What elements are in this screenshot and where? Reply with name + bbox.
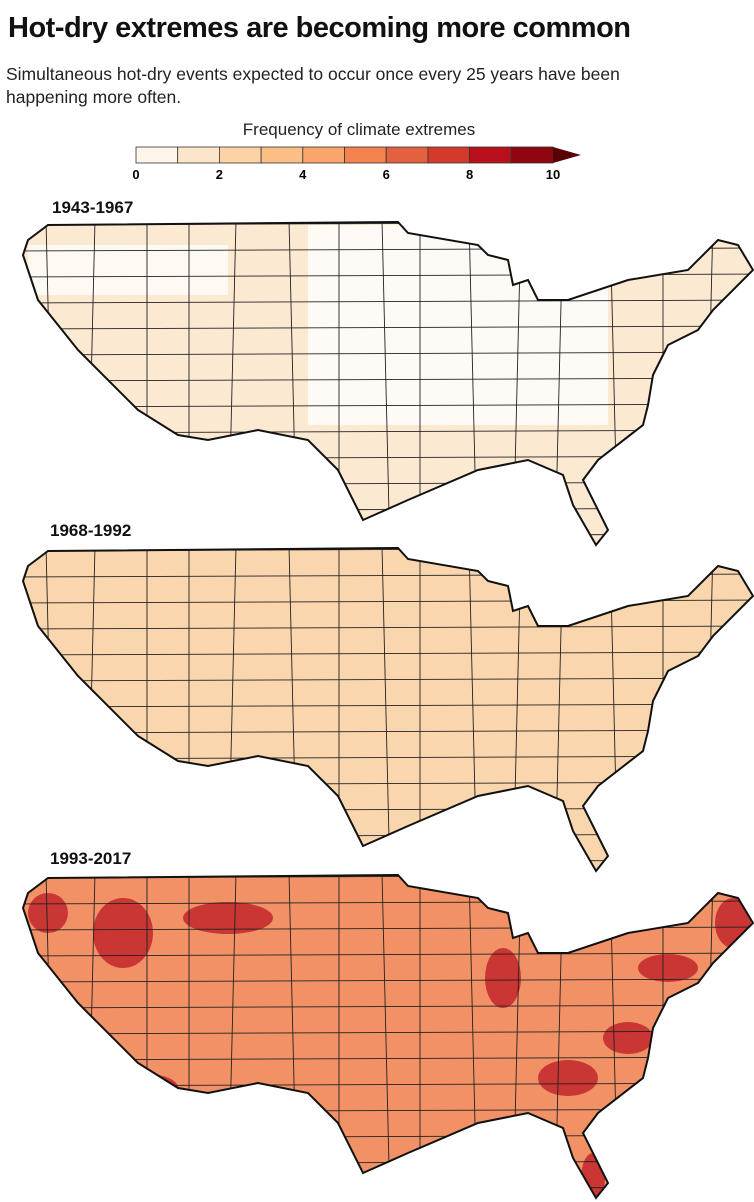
map-panel-1993-2017 <box>0 873 754 1202</box>
map-panel-1943-1967 <box>0 220 754 555</box>
colorbar-bin <box>302 146 345 164</box>
division-border <box>23 703 753 708</box>
hotspot-region <box>638 954 698 982</box>
division-border <box>23 1186 753 1191</box>
subtitle: Simultaneous hot-dry events expected to … <box>6 64 620 107</box>
colorbar: 0 2 4 6 8 10 <box>132 146 581 182</box>
division-border <box>0 873 8 1202</box>
panel-label: 1943-1967 <box>52 198 134 217</box>
colorbar-bin <box>510 146 554 164</box>
colorbar-bin <box>427 146 470 164</box>
division-border <box>23 1030 753 1035</box>
panel-label: 1993-2017 <box>50 849 132 868</box>
page-title: Hot-dry extremes are becoming more commo… <box>8 12 631 44</box>
hotspot-region <box>56 1018 80 1078</box>
hotspot-region <box>183 902 273 934</box>
hotspot-region <box>715 898 751 948</box>
colorbar-tick-label: 2 <box>216 167 223 182</box>
colorbar-tick-label: 10 <box>546 167 560 182</box>
hotspot-region <box>118 1074 178 1102</box>
colorbar-bin <box>344 146 387 164</box>
division-border <box>23 952 753 957</box>
panel-label: 1968-1992 <box>50 521 132 540</box>
colorbar-bin <box>135 146 179 164</box>
division-border <box>0 546 8 881</box>
colorbar-tick-label: 8 <box>466 167 473 182</box>
division-border <box>0 220 8 555</box>
colorbar-tick-label: 6 <box>383 167 390 182</box>
colorbar-extend-arrow <box>553 147 581 163</box>
colorbar-tick-label: 0 <box>132 167 139 182</box>
division-border <box>23 377 753 382</box>
division-border <box>23 351 753 356</box>
colorbar-bin <box>469 146 512 164</box>
colorbar-bin <box>218 146 262 164</box>
hotspot-region <box>93 898 153 968</box>
division-border <box>23 325 753 330</box>
hotspot-region <box>538 1060 598 1096</box>
division-border <box>23 677 753 682</box>
colorbar-bin <box>177 146 220 164</box>
colorbar-title: Frequency of climate extremes <box>242 120 476 139</box>
division-border <box>23 978 753 983</box>
division-border <box>23 625 753 630</box>
division-border <box>23 299 753 304</box>
division-border <box>23 1004 753 1009</box>
us-map-fill <box>23 548 753 871</box>
hotspot-region <box>603 1022 653 1054</box>
map-panel-1968-1992 <box>0 546 754 881</box>
division-border <box>23 651 753 656</box>
colorbar-bin <box>260 146 304 164</box>
hotspot-region <box>485 948 521 1008</box>
colorbar-bin <box>385 146 429 164</box>
hotspot-region <box>28 893 68 933</box>
colorbar-tick-label: 4 <box>299 167 307 182</box>
